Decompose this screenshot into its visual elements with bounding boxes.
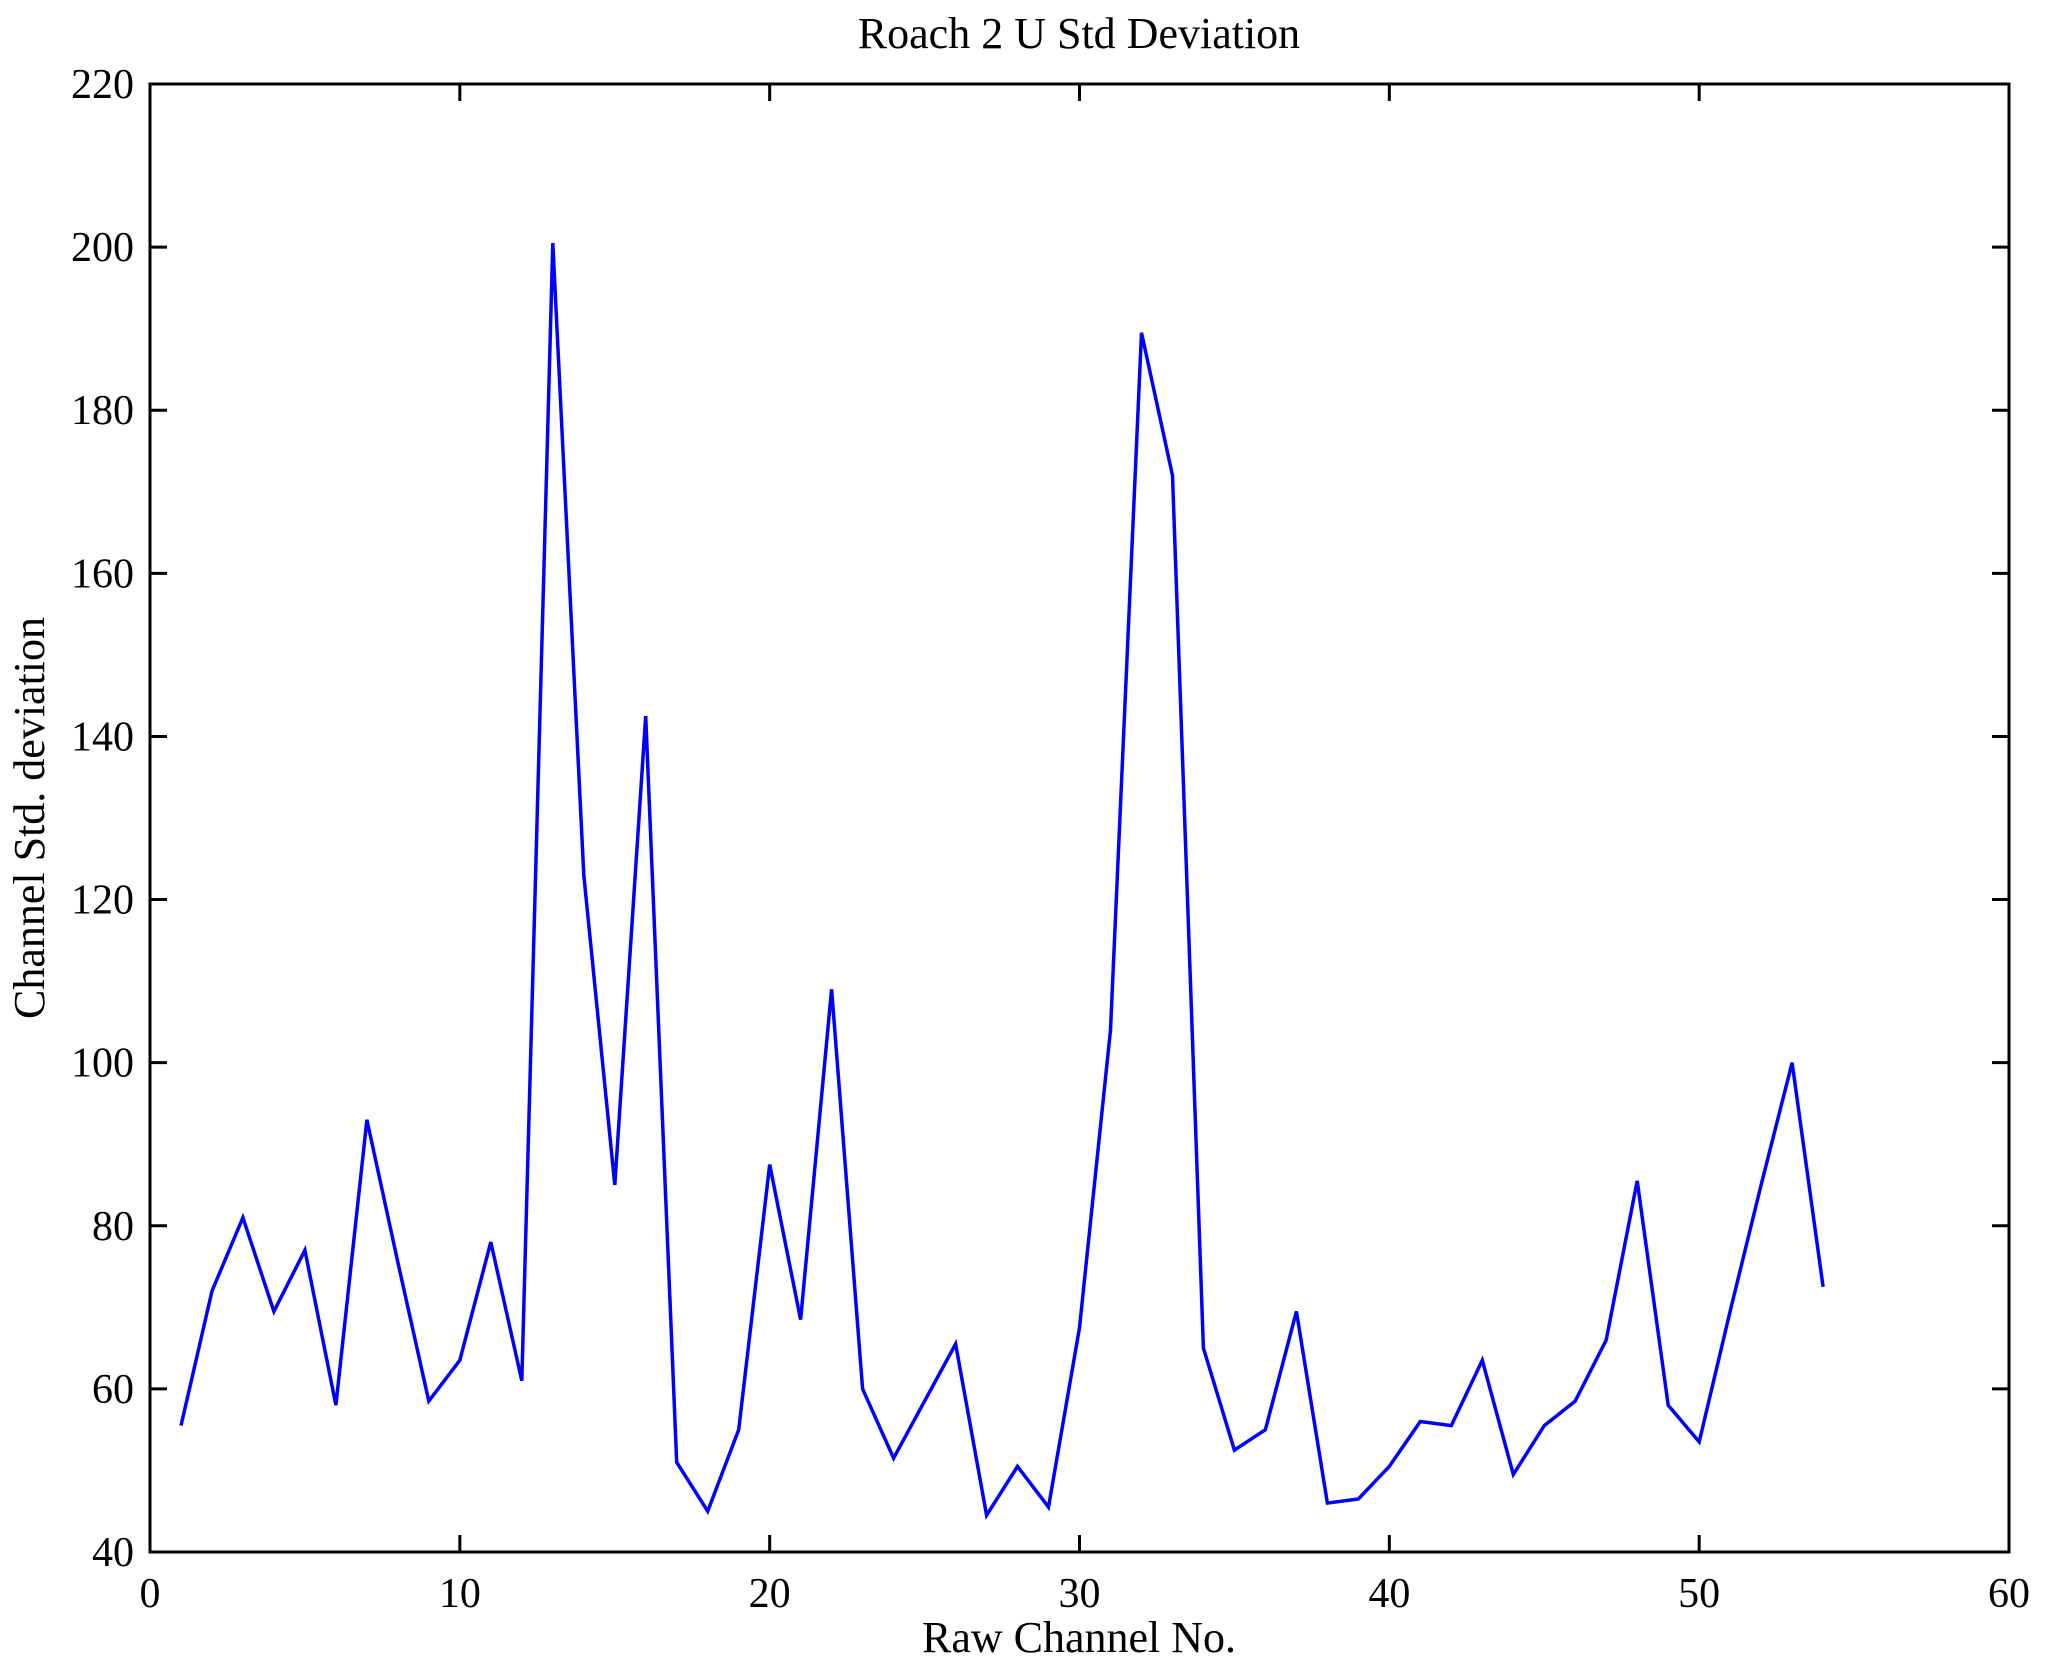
y-tick-label: 160 (71, 551, 134, 597)
y-axis-label: Channel Std. deviation (5, 617, 54, 1019)
x-tick-label: 40 (1368, 1571, 1410, 1617)
y-tick-label: 220 (71, 62, 134, 108)
data-line (179, 242, 1825, 1521)
y-tick-label: 140 (71, 714, 134, 760)
y-tick-label: 100 (71, 1041, 134, 1087)
x-tick-label: 30 (1059, 1571, 1101, 1617)
y-tick-label: 180 (71, 388, 134, 434)
x-tick-label: 50 (1678, 1571, 1720, 1617)
chart-title: Roach 2 U Std Deviation (858, 9, 1300, 58)
y-tick-label: 60 (92, 1367, 134, 1413)
plot-area: 0 10 20 30 40 50 60 40 60 80 100 120 140 160 180 200 220 (71, 62, 2030, 1617)
x-axis-label: Raw Channel No. (922, 1613, 1236, 1662)
y-tick-label: 80 (92, 1204, 134, 1250)
x-tick-label: 0 (140, 1571, 161, 1617)
x-tick-label: 20 (749, 1571, 791, 1617)
y-tick-label: 200 (71, 225, 134, 271)
x-tick-label: 10 (439, 1571, 481, 1617)
x-tick-label: 60 (1988, 1571, 2030, 1617)
y-tick-label: 120 (71, 878, 134, 924)
y-tick-label: 40 (92, 1530, 134, 1576)
